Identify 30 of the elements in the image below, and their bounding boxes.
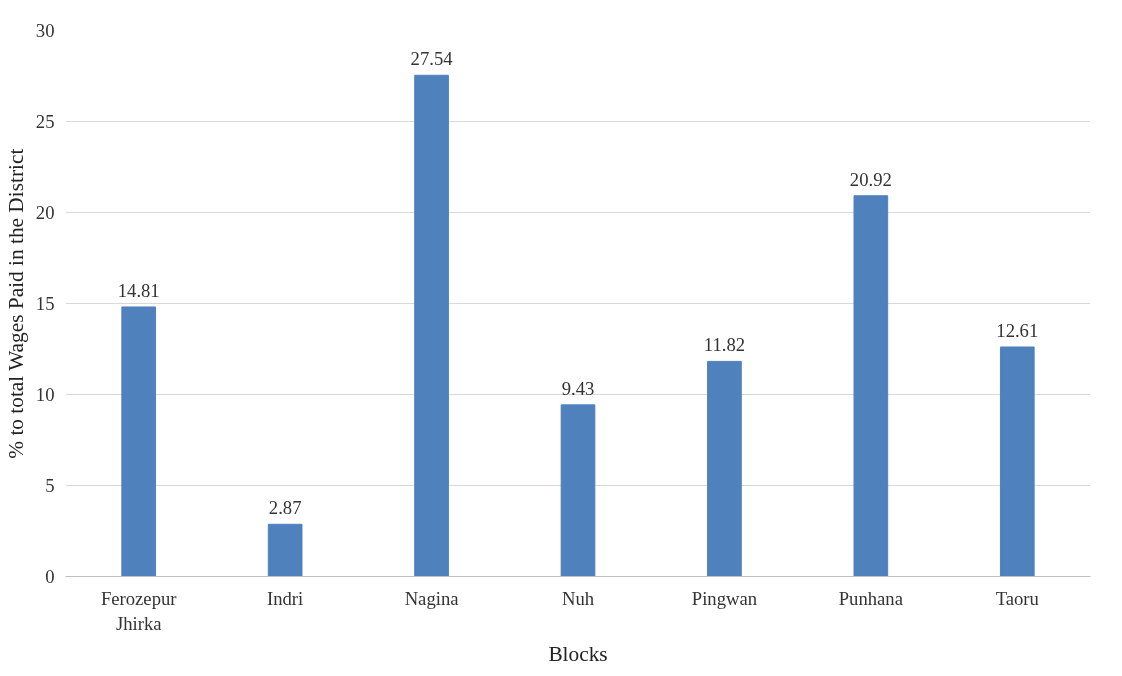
x-tick-label: Nagina — [404, 587, 460, 609]
y-tick-label: 0 — [45, 566, 55, 587]
data-label: 12.61 — [996, 320, 1039, 341]
data-label: 27.54 — [410, 48, 454, 70]
x-tick-label: Ferozepur Jhirka — [100, 587, 178, 634]
y-tick-label: 30 — [35, 20, 55, 41]
x-tick-label: Nuh — [561, 587, 595, 609]
x-tick-label: Taoru — [995, 587, 1040, 609]
y-tick-label: 15 — [35, 293, 55, 314]
y-tick-label: 20 — [35, 202, 55, 223]
x-tick-label: Pingwan — [691, 587, 758, 609]
data-label: 2.87 — [268, 497, 302, 519]
data-label: 9.43 — [561, 377, 595, 399]
data-label: 11.82 — [703, 334, 746, 356]
bar — [414, 74, 449, 577]
bar — [999, 346, 1035, 577]
bar — [707, 360, 742, 577]
x-axis-title: Blocks — [548, 641, 608, 666]
x-tick-label: Indri — [267, 587, 304, 609]
y-tick-label: 10 — [35, 384, 55, 405]
bar — [267, 523, 303, 577]
y-tick-label: 5 — [45, 475, 55, 496]
bar — [560, 404, 596, 577]
bar — [121, 306, 157, 577]
y-axis-title: % to total Wages Paid in the District — [3, 148, 28, 459]
y-tick-label: 25 — [35, 111, 55, 132]
x-tick-label: Punhana — [838, 587, 904, 609]
data-label: 20.92 — [849, 168, 892, 190]
data-label: 14.81 — [117, 279, 160, 301]
bar — [853, 195, 889, 577]
